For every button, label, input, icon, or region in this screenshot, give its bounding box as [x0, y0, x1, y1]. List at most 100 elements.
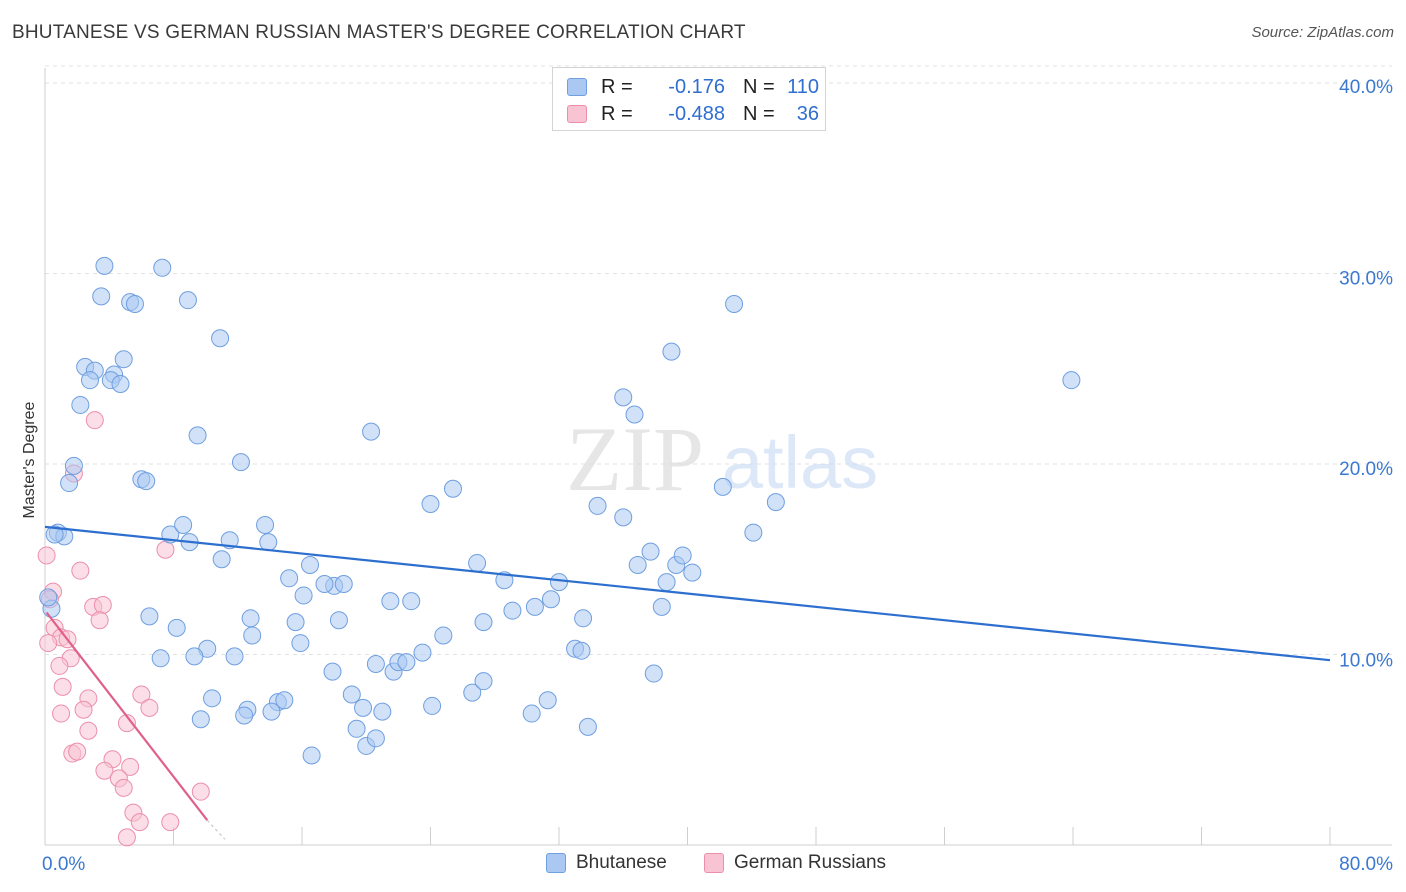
y-tick-label: 20.0%	[1339, 459, 1393, 480]
point-bhutanese	[541, 590, 560, 609]
legend-r-value: -0.176	[668, 75, 725, 98]
point-bhutanese	[39, 588, 58, 607]
y-axis-label: Master's Degree	[21, 401, 38, 519]
trend-extension-german-russians	[206, 819, 226, 840]
grid-lines	[45, 65, 1392, 655]
legend-r-value: -0.488	[668, 102, 725, 125]
legend-swatch-pink	[567, 105, 587, 123]
chart-title: BHUTANESE VS GERMAN RUSSIAN MASTER'S DEG…	[12, 22, 746, 43]
point-german-russians	[121, 757, 140, 776]
bottom-legend-label: German Russians	[734, 852, 887, 873]
point-german-russians	[39, 634, 58, 653]
legend-n-label: N =	[743, 75, 775, 98]
point-bhutanese	[503, 601, 522, 620]
point-german-russians	[156, 540, 175, 559]
point-bhutanese	[463, 683, 482, 702]
point-bhutanese	[315, 575, 334, 594]
point-bhutanese	[625, 405, 644, 424]
point-bhutanese	[243, 626, 262, 645]
point-bhutanese	[474, 613, 493, 632]
bottom-legend-swatch-pink	[704, 853, 724, 873]
point-bhutanese	[373, 702, 392, 721]
point-bhutanese	[71, 395, 90, 414]
point-bhutanese	[137, 472, 156, 491]
trend-line-german-russians	[45, 611, 209, 821]
point-bhutanese	[347, 719, 366, 738]
point-bhutanese	[652, 597, 671, 616]
point-german-russians	[85, 411, 104, 430]
point-bhutanese	[302, 746, 321, 765]
point-bhutanese	[241, 609, 260, 628]
point-bhutanese	[354, 698, 373, 717]
point-german-russians	[71, 561, 90, 580]
legend-row-bhutanese: R = -0.176 N = 110	[567, 73, 819, 101]
point-bhutanese	[683, 563, 702, 582]
point-bhutanese	[443, 479, 462, 498]
point-bhutanese	[662, 342, 681, 361]
point-bhutanese	[140, 607, 159, 626]
point-german-russians	[130, 813, 149, 832]
legend-r-label: R =	[601, 75, 633, 98]
point-bhutanese	[188, 426, 207, 445]
point-bhutanese	[185, 647, 204, 666]
legend-swatch-blue	[567, 78, 587, 96]
point-german-russians	[79, 721, 98, 740]
point-bhutanese	[203, 689, 222, 708]
watermark-zip: ZIP	[566, 408, 704, 510]
point-bhutanese	[125, 294, 144, 313]
legend-n-label: N =	[743, 102, 775, 125]
point-bhutanese	[644, 664, 663, 683]
point-german-russians	[95, 761, 114, 780]
point-german-russians	[117, 714, 136, 733]
point-bhutanese	[286, 613, 305, 632]
legend-row-german-russians: R = -0.488 N = 36	[567, 100, 819, 128]
point-bhutanese	[275, 691, 294, 710]
bottom-legend-german-russians[interactable]: German Russians	[704, 852, 886, 874]
point-bhutanese	[334, 575, 353, 594]
point-bhutanese	[220, 531, 239, 550]
point-bhutanese	[744, 523, 763, 542]
point-bhutanese	[588, 496, 607, 515]
point-bhutanese	[342, 685, 361, 704]
bottom-legend-label: Bhutanese	[576, 852, 667, 873]
point-bhutanese	[362, 422, 381, 441]
legend-n-value: 110	[787, 75, 819, 98]
point-bhutanese	[402, 592, 421, 611]
point-bhutanese	[114, 350, 133, 369]
point-bhutanese	[64, 456, 83, 475]
point-bhutanese	[111, 374, 130, 393]
point-german-russians	[117, 828, 136, 847]
legend-box: R = -0.176 N = 110 R = -0.488 N = 36	[552, 67, 826, 131]
point-bhutanese	[1062, 371, 1081, 390]
point-german-russians	[68, 742, 87, 761]
point-bhutanese	[525, 597, 544, 616]
x-tick-label-min: 0.0%	[42, 854, 85, 875]
point-bhutanese	[191, 710, 210, 729]
point-german-russians	[52, 704, 71, 723]
point-bhutanese	[178, 291, 197, 310]
point-german-russians	[114, 778, 133, 797]
point-bhutanese	[421, 495, 440, 514]
point-bhutanese	[614, 388, 633, 407]
point-bhutanese	[329, 611, 348, 630]
point-bhutanese	[60, 474, 79, 493]
point-bhutanese	[550, 573, 568, 592]
source-credit: Source: ZipAtlas.com	[1251, 24, 1394, 41]
point-bhutanese	[766, 493, 785, 512]
watermark: ZIP atlas	[566, 408, 878, 510]
point-german-russians	[140, 698, 159, 717]
point-bhutanese	[212, 550, 231, 569]
point-bhutanese	[538, 691, 557, 710]
point-bhutanese	[413, 643, 432, 662]
tick-labels: 10.0% 20.0% 30.0% 40.0% 0.0% 80.0%	[42, 77, 1393, 875]
bottom-legend-bhutanese[interactable]: Bhutanese	[546, 852, 667, 874]
axes	[44, 68, 1392, 846]
point-german-russians	[50, 656, 69, 675]
point-german-russians	[53, 677, 72, 696]
trend-lines	[44, 525, 1331, 840]
point-bhutanese	[294, 586, 313, 605]
x-tick-label-max: 80.0%	[1339, 854, 1393, 875]
point-bhutanese	[153, 258, 172, 277]
point-bhutanese	[366, 729, 385, 748]
